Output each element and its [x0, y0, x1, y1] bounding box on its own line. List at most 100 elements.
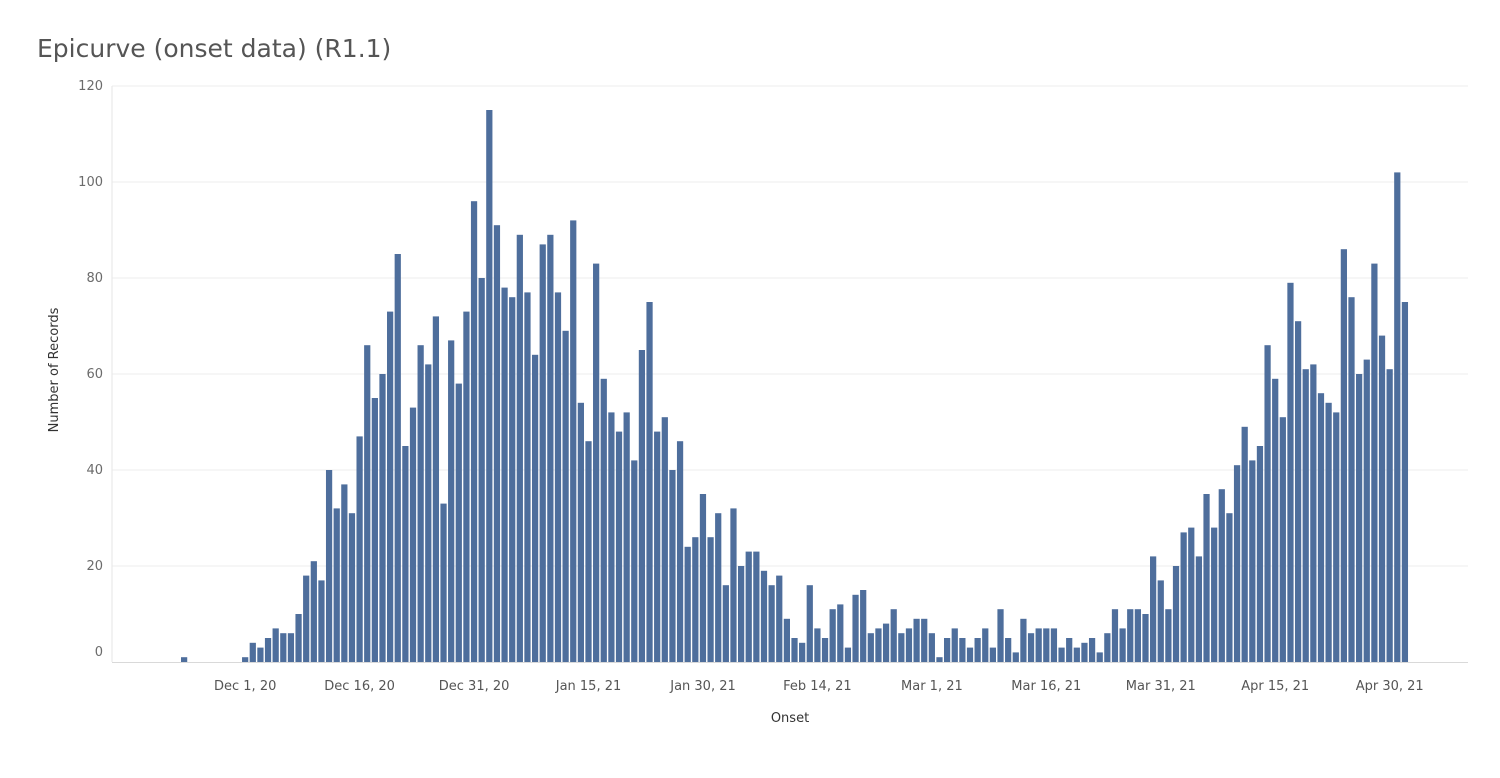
bar: [867, 633, 874, 662]
bar: [951, 628, 958, 662]
bar: [409, 407, 417, 662]
bar: [631, 460, 638, 662]
bar: [1302, 369, 1309, 662]
bar: [287, 633, 295, 662]
bar: [1150, 556, 1157, 662]
bar: [509, 297, 516, 662]
bar: [1325, 402, 1332, 662]
bar: [1005, 638, 1012, 662]
bar: [821, 638, 829, 662]
bar: [760, 570, 768, 662]
x-axis-label: Onset: [771, 711, 809, 726]
bar: [531, 354, 539, 662]
bar: [1279, 417, 1286, 662]
bar: [974, 638, 981, 662]
bar: [669, 470, 676, 662]
bar: [1203, 494, 1210, 662]
bar: [585, 441, 592, 662]
bar: [852, 594, 859, 662]
bar: [608, 412, 615, 662]
bar: [1317, 393, 1325, 662]
bar: [882, 623, 890, 662]
x-tick-label: Apr 15, 21: [1241, 679, 1309, 694]
bar: [1027, 633, 1035, 662]
bar: [1073, 647, 1080, 662]
bar: [181, 657, 188, 662]
chart-title: Epicurve (onset data) (R1.1): [37, 34, 392, 63]
bar: [417, 345, 424, 662]
bar: [783, 618, 790, 662]
bar: [1401, 302, 1409, 662]
bar: [295, 614, 302, 662]
bar: [1066, 638, 1073, 662]
bar: [1088, 638, 1096, 662]
bar: [1058, 647, 1065, 662]
bar: [814, 628, 821, 662]
bar: [1378, 335, 1386, 662]
bar: [1294, 321, 1302, 662]
bar: [829, 609, 836, 662]
bar: [1104, 633, 1111, 662]
x-tick-label: Feb 14, 21: [783, 679, 852, 694]
bar: [1180, 532, 1187, 662]
x-tick-label: Mar 1, 21: [901, 679, 963, 694]
bar: [638, 350, 646, 662]
bar: [455, 383, 462, 662]
bar: [1249, 460, 1256, 662]
bar: [799, 642, 806, 662]
bar: [646, 302, 653, 662]
bar: [593, 263, 600, 662]
bar: [493, 225, 501, 662]
x-tick-label: Dec 1, 20: [214, 679, 276, 694]
bar: [242, 657, 249, 662]
bar: [890, 609, 897, 662]
bar: [577, 402, 584, 662]
bar: [264, 638, 272, 662]
bar: [623, 412, 630, 662]
bar: [387, 311, 394, 662]
bar: [356, 436, 363, 662]
bar: [1050, 628, 1058, 662]
bar: [913, 618, 920, 662]
bar: [249, 642, 256, 662]
bars: [181, 110, 1409, 663]
bar: [982, 628, 989, 662]
bar: [707, 537, 714, 662]
bar: [1081, 642, 1088, 662]
bar: [448, 340, 455, 662]
bar: [661, 417, 668, 662]
x-tick-label: Jan 30, 21: [669, 679, 736, 694]
bar: [791, 638, 798, 662]
bar: [280, 633, 287, 662]
y-axis-ticks: 0 20 40 60 80 100 120: [78, 79, 103, 660]
bar: [1172, 566, 1180, 662]
bar: [440, 503, 447, 662]
bar: [615, 431, 623, 662]
bar: [1233, 465, 1241, 662]
x-tick-label: Dec 31, 20: [439, 679, 510, 694]
bar: [1012, 652, 1019, 662]
bar: [745, 551, 752, 662]
bar: [364, 345, 371, 662]
bar: [1195, 556, 1203, 662]
bar: [562, 330, 569, 662]
x-tick-label: Apr 30, 21: [1356, 679, 1424, 694]
bar: [1157, 580, 1164, 662]
bar: [837, 604, 844, 662]
y-tick-label: 100: [78, 175, 103, 190]
bar: [722, 585, 729, 662]
bar: [1096, 652, 1103, 662]
bar: [654, 431, 661, 662]
bar: [600, 378, 607, 662]
bar: [1043, 628, 1050, 662]
bar: [333, 508, 340, 662]
x-tick-label: Dec 16, 20: [324, 679, 395, 694]
bar: [325, 470, 333, 662]
bar: [944, 638, 951, 662]
bar: [692, 537, 699, 662]
bar: [966, 647, 974, 662]
bar: [539, 244, 546, 662]
bar: [1142, 614, 1149, 662]
bar: [501, 287, 508, 662]
x-axis-ticks: Dec 1, 20 Dec 16, 20 Dec 31, 20 Jan 15, 21 J…: [214, 679, 1424, 694]
